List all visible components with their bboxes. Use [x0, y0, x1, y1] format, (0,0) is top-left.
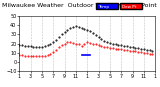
Text: Dew Pt: Dew Pt: [122, 5, 136, 9]
Text: Milwaukee Weather  Outdoor Temp  vs Dew Point  (24 Hours): Milwaukee Weather Outdoor Temp vs Dew Po…: [2, 3, 160, 8]
Text: Temp: Temp: [98, 5, 109, 9]
